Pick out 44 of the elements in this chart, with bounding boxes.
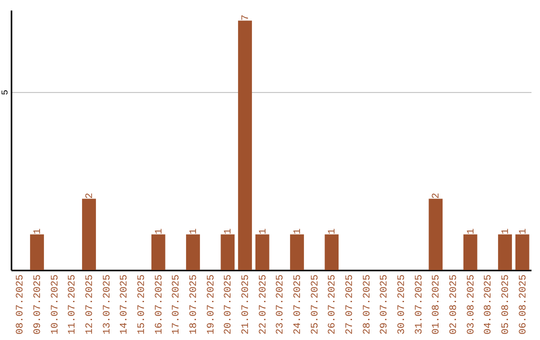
x-tick-label: 03.08.2025 [466,274,478,335]
data-label: 1 [466,228,478,234]
data-label: 2 [85,192,96,199]
data-label: 2 [432,192,443,199]
data-label: 1 [501,228,512,234]
x-tick-label: 31.07.2025 [414,274,426,335]
data-label: 1 [328,228,339,234]
data-label: 1 [189,228,200,234]
x-tick-label: 29.07.2025 [380,274,391,335]
x-tick-label: 27.07.2025 [345,274,356,335]
data-label: 7 [241,14,252,21]
x-tick-label: 20.07.2025 [224,274,235,335]
x-tick-label: 21.07.2025 [241,274,252,335]
x-tick-label: 10.07.2025 [50,274,62,335]
x-tick-label: 17.07.2025 [172,274,183,335]
x-tick-label: 06.08.2025 [518,274,530,335]
x-tick-label: 18.07.2025 [189,274,200,335]
x-tick-label: 26.07.2025 [328,274,339,335]
x-tick-label: 25.07.2025 [310,274,322,335]
x-tick-label: 12.07.2025 [85,274,96,335]
x-tick-label: 30.07.2025 [397,274,408,335]
data-label: 1 [258,228,270,234]
x-tick-label: 24.07.2025 [293,274,304,335]
x-tick-label: 01.08.2025 [432,274,443,335]
y-tick-label: 5 [0,90,10,96]
x-tick-label: 13.07.2025 [102,274,114,335]
x-tick-label: 15.07.2025 [137,274,148,335]
data-label: 1 [154,228,166,234]
data-label: 1 [33,228,44,234]
data-label: 1 [293,228,304,234]
x-tick-label: 05.08.2025 [501,274,512,335]
data-label: 1 [518,228,530,234]
x-tick-label: 09.07.2025 [33,274,44,335]
x-tick-label: 19.07.2025 [206,274,218,335]
x-tick-label: 28.07.2025 [362,274,374,335]
x-tick-label: 14.07.2025 [120,274,131,335]
x-tick-label: 08.07.2025 [16,274,27,335]
x-tick-label: 16.07.2025 [154,274,166,335]
x-tick-label: 22.07.2025 [258,274,270,335]
x-tick-label: 23.07.2025 [276,274,287,335]
x-tick-label: 02.08.2025 [449,274,460,335]
x-tick-label: 11.07.2025 [68,274,79,335]
x-tick-label: 04.08.2025 [484,274,495,335]
data-label: 1 [224,228,235,234]
